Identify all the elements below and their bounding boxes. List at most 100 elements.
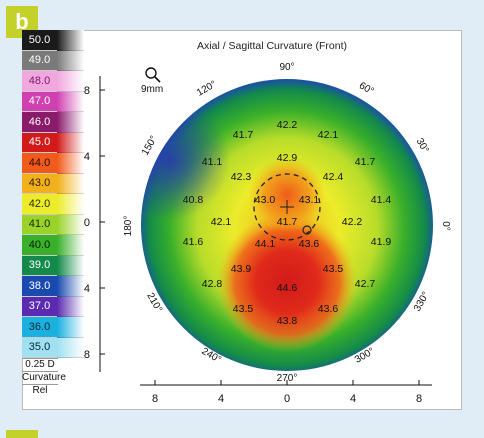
- angle-label: 150°: [140, 134, 160, 157]
- scale-swatch: [57, 112, 84, 133]
- curvature-value: 41.9: [371, 236, 392, 248]
- curvature-value: 42.1: [211, 216, 232, 228]
- x-tick-label: 8: [416, 393, 422, 405]
- pupil-outline: [253, 173, 321, 241]
- x-tick-labels: 8 4 0 4 8: [152, 393, 422, 405]
- angle-label: 60°: [357, 80, 376, 97]
- y-tick-label: 8: [84, 85, 90, 97]
- scale-row: 38.0: [22, 276, 84, 297]
- angle-label: 120°: [195, 79, 218, 99]
- scale-swatch: [57, 153, 84, 174]
- curvature-value: 43.6: [299, 238, 320, 250]
- curvature-value: 44.6: [277, 282, 298, 294]
- y-tick-label: 4: [84, 151, 90, 163]
- curvature-value: 42.3: [231, 171, 252, 183]
- scale-label: 41.0: [22, 214, 57, 235]
- scale-label: 44.0: [22, 153, 57, 174]
- scale-label: 42.0: [22, 194, 57, 215]
- curvature-value: 41.1: [202, 156, 223, 168]
- scale-label: 36.0: [22, 317, 57, 338]
- scale-footer1: Curvature: [22, 371, 66, 383]
- angle-label: 90°: [279, 62, 294, 73]
- scale-swatch: [57, 50, 84, 71]
- curvature-value: 42.2: [277, 119, 298, 131]
- curvature-value: 41.7: [233, 129, 254, 141]
- scale-label: 50.0: [22, 30, 57, 51]
- curvature-values: 42.2 41.7 42.1 42.9 41.1 42.3 42.4 41.7 …: [183, 119, 392, 327]
- scale-row: 44.0: [22, 153, 84, 174]
- curvature-value: 43.0: [255, 194, 276, 206]
- curvature-value: 43.1: [299, 194, 320, 206]
- scale-label: 35.0: [22, 337, 57, 358]
- curvature-value: 42.7: [355, 278, 376, 290]
- curvature-value: 41.7: [355, 156, 376, 168]
- curvature-value: 41.6: [183, 236, 204, 248]
- curvature-value: 42.1: [318, 129, 339, 141]
- scale-label: 39.0: [22, 255, 57, 276]
- curvature-value: 43.8: [277, 315, 298, 327]
- x-tick-label: 8: [152, 393, 158, 405]
- scale-row: 36.0: [22, 317, 84, 338]
- x-tick-label: 4: [218, 393, 224, 405]
- curvature-value: 43.5: [323, 263, 344, 275]
- x-tick-label: 4: [350, 393, 356, 405]
- curvature-value: 43.9: [231, 263, 252, 275]
- scale-row: 49.0: [22, 50, 84, 71]
- curvature-scale: 50.0 49.0 48.0 47.0 46.0 45.0 44.0 43.0 42.0 41.0…: [22, 30, 84, 400]
- scale-swatch: [57, 132, 84, 153]
- scale-row: 43.0: [22, 173, 84, 194]
- scale-row: 50.0: [22, 30, 84, 51]
- scale-label: 37.0: [22, 296, 57, 317]
- zoom-label: 9mm: [141, 84, 163, 95]
- scale-label: 46.0: [22, 112, 57, 133]
- scale-row: 46.0: [22, 112, 84, 133]
- scale-step: 0.25 D: [22, 358, 58, 371]
- scale-swatch: [57, 296, 84, 317]
- scale-footer2: Rel: [22, 384, 58, 397]
- angle-label: 30°: [414, 136, 431, 155]
- curvature-value: 42.2: [342, 216, 363, 228]
- scale-swatch: [57, 71, 84, 92]
- scale-label: 48.0: [22, 71, 57, 92]
- curvature-value: 43.5: [233, 303, 254, 315]
- scale-label: 40.0: [22, 235, 57, 256]
- apex-marker: [302, 225, 312, 235]
- scale-row: 39.0: [22, 255, 84, 276]
- scale-swatch: [57, 91, 84, 112]
- x-tick-label: 0: [284, 393, 290, 405]
- y-tick-label: 0: [84, 217, 90, 229]
- scale-label: 43.0: [22, 173, 57, 194]
- scale-row: 41.0: [22, 214, 84, 235]
- y-tick-label: 8: [84, 349, 90, 361]
- scale-swatch: [57, 255, 84, 276]
- scale-row: 45.0: [22, 132, 84, 153]
- curvature-value: 42.9: [277, 152, 298, 164]
- curvature-value: 43.6: [318, 303, 339, 315]
- scale-swatch: [57, 173, 84, 194]
- y-tick-label: 4: [84, 283, 90, 295]
- scale-swatch: [57, 194, 84, 215]
- scale-label: 38.0: [22, 276, 57, 297]
- scale-row: 35.0: [22, 337, 84, 358]
- curvature-value: 44.1: [255, 238, 276, 250]
- next-figure-badge: [6, 430, 38, 438]
- scale-row: 47.0: [22, 91, 84, 112]
- scale-row: 40.0: [22, 235, 84, 256]
- scale-row: 48.0: [22, 71, 84, 92]
- scale-swatch: [57, 235, 84, 256]
- scale-swatch: [57, 337, 84, 358]
- scale-row: 42.0: [22, 194, 84, 215]
- angle-label: 180°: [123, 216, 134, 237]
- scale-label: 45.0: [22, 132, 57, 153]
- y-tick-labels: 8 4 0 4 8: [84, 85, 90, 361]
- scale-row: 37.0: [22, 296, 84, 317]
- scale-swatch: [57, 30, 84, 51]
- scale-swatch: [57, 214, 84, 235]
- magnifier-icon[interactable]: [145, 67, 161, 83]
- scale-label: 47.0: [22, 91, 57, 112]
- angle-label: 0°: [440, 221, 451, 231]
- curvature-value: 40.8: [183, 194, 204, 206]
- curvature-value: 41.4: [371, 194, 392, 206]
- angle-label: 270°: [277, 373, 298, 384]
